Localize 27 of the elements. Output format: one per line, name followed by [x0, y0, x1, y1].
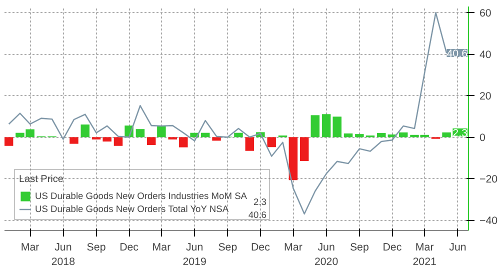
y-tick-label: −40 [480, 215, 498, 228]
data-label: 2.3 [452, 127, 468, 140]
x-tick-label: Jun 2018 [51, 242, 76, 268]
x-tick-label: Dec [120, 242, 140, 254]
x-tick-label: Jun 2019 [182, 242, 206, 268]
x-tick-label: Sep [86, 242, 106, 254]
legend-label: US Durable Goods New Orders Industries MoM SA [35, 191, 248, 201]
data-label: 40.6 [446, 48, 468, 60]
x-tick-label: Dec [250, 242, 271, 254]
x-tick-label: Sep [218, 242, 238, 254]
legend-label: US Durable Goods New Orders Total YoY NSA [35, 204, 229, 214]
x-tick-label: Sep [350, 242, 369, 254]
y-tick-label: 60 [480, 8, 492, 20]
x-tick-label: Jun [449, 242, 466, 254]
x-tick-label: Mar [284, 242, 303, 254]
y-tick-label: 20 [480, 90, 492, 103]
y-tick-label: −20 [480, 174, 498, 186]
x-tick-label: Dec [382, 242, 402, 254]
x-tick-label: Mar [152, 242, 172, 254]
x-tick-label: Mar [20, 242, 40, 254]
text: 2.3 [254, 197, 266, 207]
y-tick-label: 0 [480, 132, 486, 144]
text: 40.6 [248, 210, 266, 220]
legend-title: Last Price [19, 174, 64, 185]
y-tick-label: 40 [480, 49, 492, 62]
x-tick-label: Mar 2021 [412, 242, 437, 268]
x-tick-label: Jun 2020 [314, 242, 338, 268]
